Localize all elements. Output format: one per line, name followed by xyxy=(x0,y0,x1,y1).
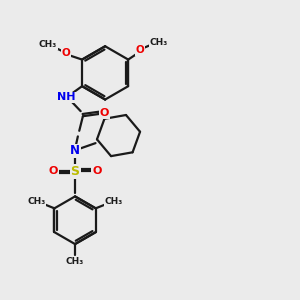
Text: O: O xyxy=(49,166,58,176)
Text: CH₃: CH₃ xyxy=(66,257,84,266)
Text: CH₃: CH₃ xyxy=(39,40,57,49)
Text: O: O xyxy=(136,45,145,55)
Text: CH₃: CH₃ xyxy=(27,197,45,206)
Text: CH₃: CH₃ xyxy=(105,197,123,206)
Text: NH: NH xyxy=(57,92,75,102)
Text: O: O xyxy=(92,166,102,176)
Text: N: N xyxy=(70,145,80,158)
Text: S: S xyxy=(70,165,80,178)
Text: O: O xyxy=(100,108,109,118)
Text: O: O xyxy=(62,48,70,58)
Text: CH₃: CH₃ xyxy=(149,38,168,47)
